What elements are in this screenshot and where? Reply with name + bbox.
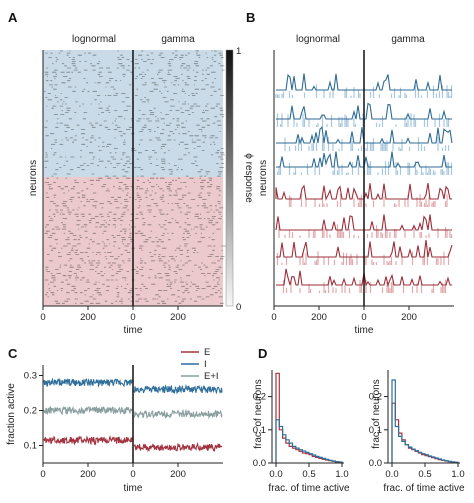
panel-b-trace-background: [276, 113, 450, 127]
panel-a-group-label-gamma: gamma: [161, 34, 195, 45]
panel-letter-b: B: [246, 10, 255, 25]
panel-c-xticks: 0 200 0 200: [40, 463, 186, 480]
panel-b-trace-background: [282, 279, 447, 293]
panel-c-xtick-label: 200: [170, 469, 186, 480]
panel-d-xtick-label: 1.0: [451, 469, 464, 480]
panel-d-ytick-label: 0.1: [253, 425, 266, 436]
panel-a-xtick-label: 0: [130, 312, 135, 323]
panel-b-trace-background: [278, 224, 453, 238]
panel-b-xticks: 0 200 0 200: [271, 306, 417, 323]
panel-c-series-eplusi: [133, 408, 223, 420]
panel-a: lognormal gamma neurons 0 200 0 200 time: [28, 34, 254, 336]
panel-b-xtick-label: 0: [361, 312, 366, 323]
panel-d-ytick-label: 0.0: [253, 458, 266, 469]
panel-b-xtick-label: 200: [401, 312, 417, 323]
panel-d-ylabel-left: frac. of neurons: [253, 379, 264, 448]
panel-b-trace-background: [276, 161, 453, 175]
panel-letter-a: A: [8, 10, 18, 25]
panel-c-xtick-label: 0: [40, 469, 45, 480]
panel-c-ylabel: fraction active: [6, 383, 17, 445]
panel-d-ytick-label: 0.0: [369, 458, 382, 469]
panel-a-xtick-label: 0: [40, 312, 45, 323]
panel-b-group-label-gamma: gamma: [391, 34, 425, 45]
panel-d-ytick-label: 0.1: [369, 425, 382, 436]
panel-b-trace: [275, 183, 452, 201]
panel-c: 0.1 0.2 0.3 fraction active 0 200 0 200 ti…: [6, 347, 223, 494]
panel-b-xlabel: time: [355, 325, 374, 336]
panel-c-series-eplusi: [43, 405, 133, 416]
panel-b: lognormal gamma neurons 0 200 0 200 time: [258, 34, 454, 336]
panel-b-trace-background: [288, 193, 448, 207]
panel-d-hist-e: [275, 372, 343, 463]
panel-c-legend: E I E+I: [181, 347, 219, 382]
panel-a-raster: [44, 50, 226, 304]
panel-d: frac. of neurons frac. of neurons 0.0 0.1…: [253, 370, 465, 494]
panel-a-colorbar-label: ϕ response: [243, 153, 254, 203]
panel-b-xtick-label: 200: [311, 312, 327, 323]
panel-a-ylabel: neurons: [28, 160, 39, 196]
panel-d-xtick-label: 0.5: [418, 469, 431, 480]
panel-c-lines: [43, 377, 223, 453]
panel-a-xlabel: time: [124, 325, 143, 336]
panel-c-xtick-label: 200: [80, 469, 96, 480]
panel-b-ylabel: neurons: [258, 160, 269, 196]
panel-d-hist-i: [391, 379, 459, 463]
panel-d-hist-i: [275, 419, 343, 463]
panel-d-xtick-label: 0.5: [302, 469, 315, 480]
panel-a-colorbar-top: 1: [236, 46, 241, 57]
panel-a-raster-marks: [44, 50, 226, 304]
panel-d-ylabel-right: frac. of neurons: [371, 379, 382, 448]
panel-c-xlabel: time: [124, 483, 143, 494]
panel-a-xtick-label: 200: [80, 312, 96, 323]
panel-d-xtick-label: 1.0: [335, 469, 348, 480]
panel-c-ytick-label: 0.2: [24, 406, 37, 417]
legend-label-e: E: [204, 347, 210, 358]
panel-b-trace-background: [276, 251, 450, 265]
panel-a-group-label-lognormal: lognormal: [72, 34, 116, 45]
panel-d-hist-right: 0.0 0.1 0.2 0.0 0.5 1.0: [369, 370, 465, 480]
panel-d-ytick-label: 0.2: [369, 392, 382, 403]
panel-d-xtick-label: 0.0: [269, 469, 282, 480]
panel-c-series-e: [133, 441, 223, 453]
panel-b-trace-background: [284, 137, 450, 151]
panel-c-xtick-label: 0: [130, 469, 135, 480]
panel-c-series-i: [133, 383, 223, 395]
panel-d-xlabel-left: frac. of time active: [268, 483, 350, 494]
panel-c-ytick-label: 0.3: [24, 371, 37, 382]
panel-b-xtick-label: 0: [271, 312, 276, 323]
panel-d-xtick-label: 0.0: [385, 469, 398, 480]
legend-label-ei: E+I: [204, 371, 219, 382]
panel-letter-c: C: [8, 346, 18, 361]
panel-c-ytick-label: 0.1: [24, 441, 37, 452]
panel-d-ytick-label: 0.2: [253, 392, 266, 403]
panel-letter-d: D: [258, 346, 267, 361]
panel-b-traces: [275, 73, 453, 293]
panel-c-yticks: 0.1 0.2 0.3: [24, 371, 43, 452]
panel-a-colorbar: [225, 49, 234, 307]
panel-d-xlabel-right: frac. of time active: [383, 483, 465, 494]
panel-c-series-i: [43, 377, 133, 388]
panel-a-colorbar-bottom: 0: [236, 302, 241, 313]
panel-a-xticks: 0 200 0 200: [40, 306, 186, 323]
panel-a-xtick-label: 200: [170, 312, 186, 323]
legend-label-i: I: [204, 359, 207, 370]
panel-b-group-label-lognormal: lognormal: [296, 34, 340, 45]
panel-c-series-e: [43, 435, 133, 446]
panel-d-hist-left: 0.0 0.1 0.2 0.0 0.5 1.0: [253, 370, 349, 480]
panel-b-trace-background: [275, 84, 453, 98]
